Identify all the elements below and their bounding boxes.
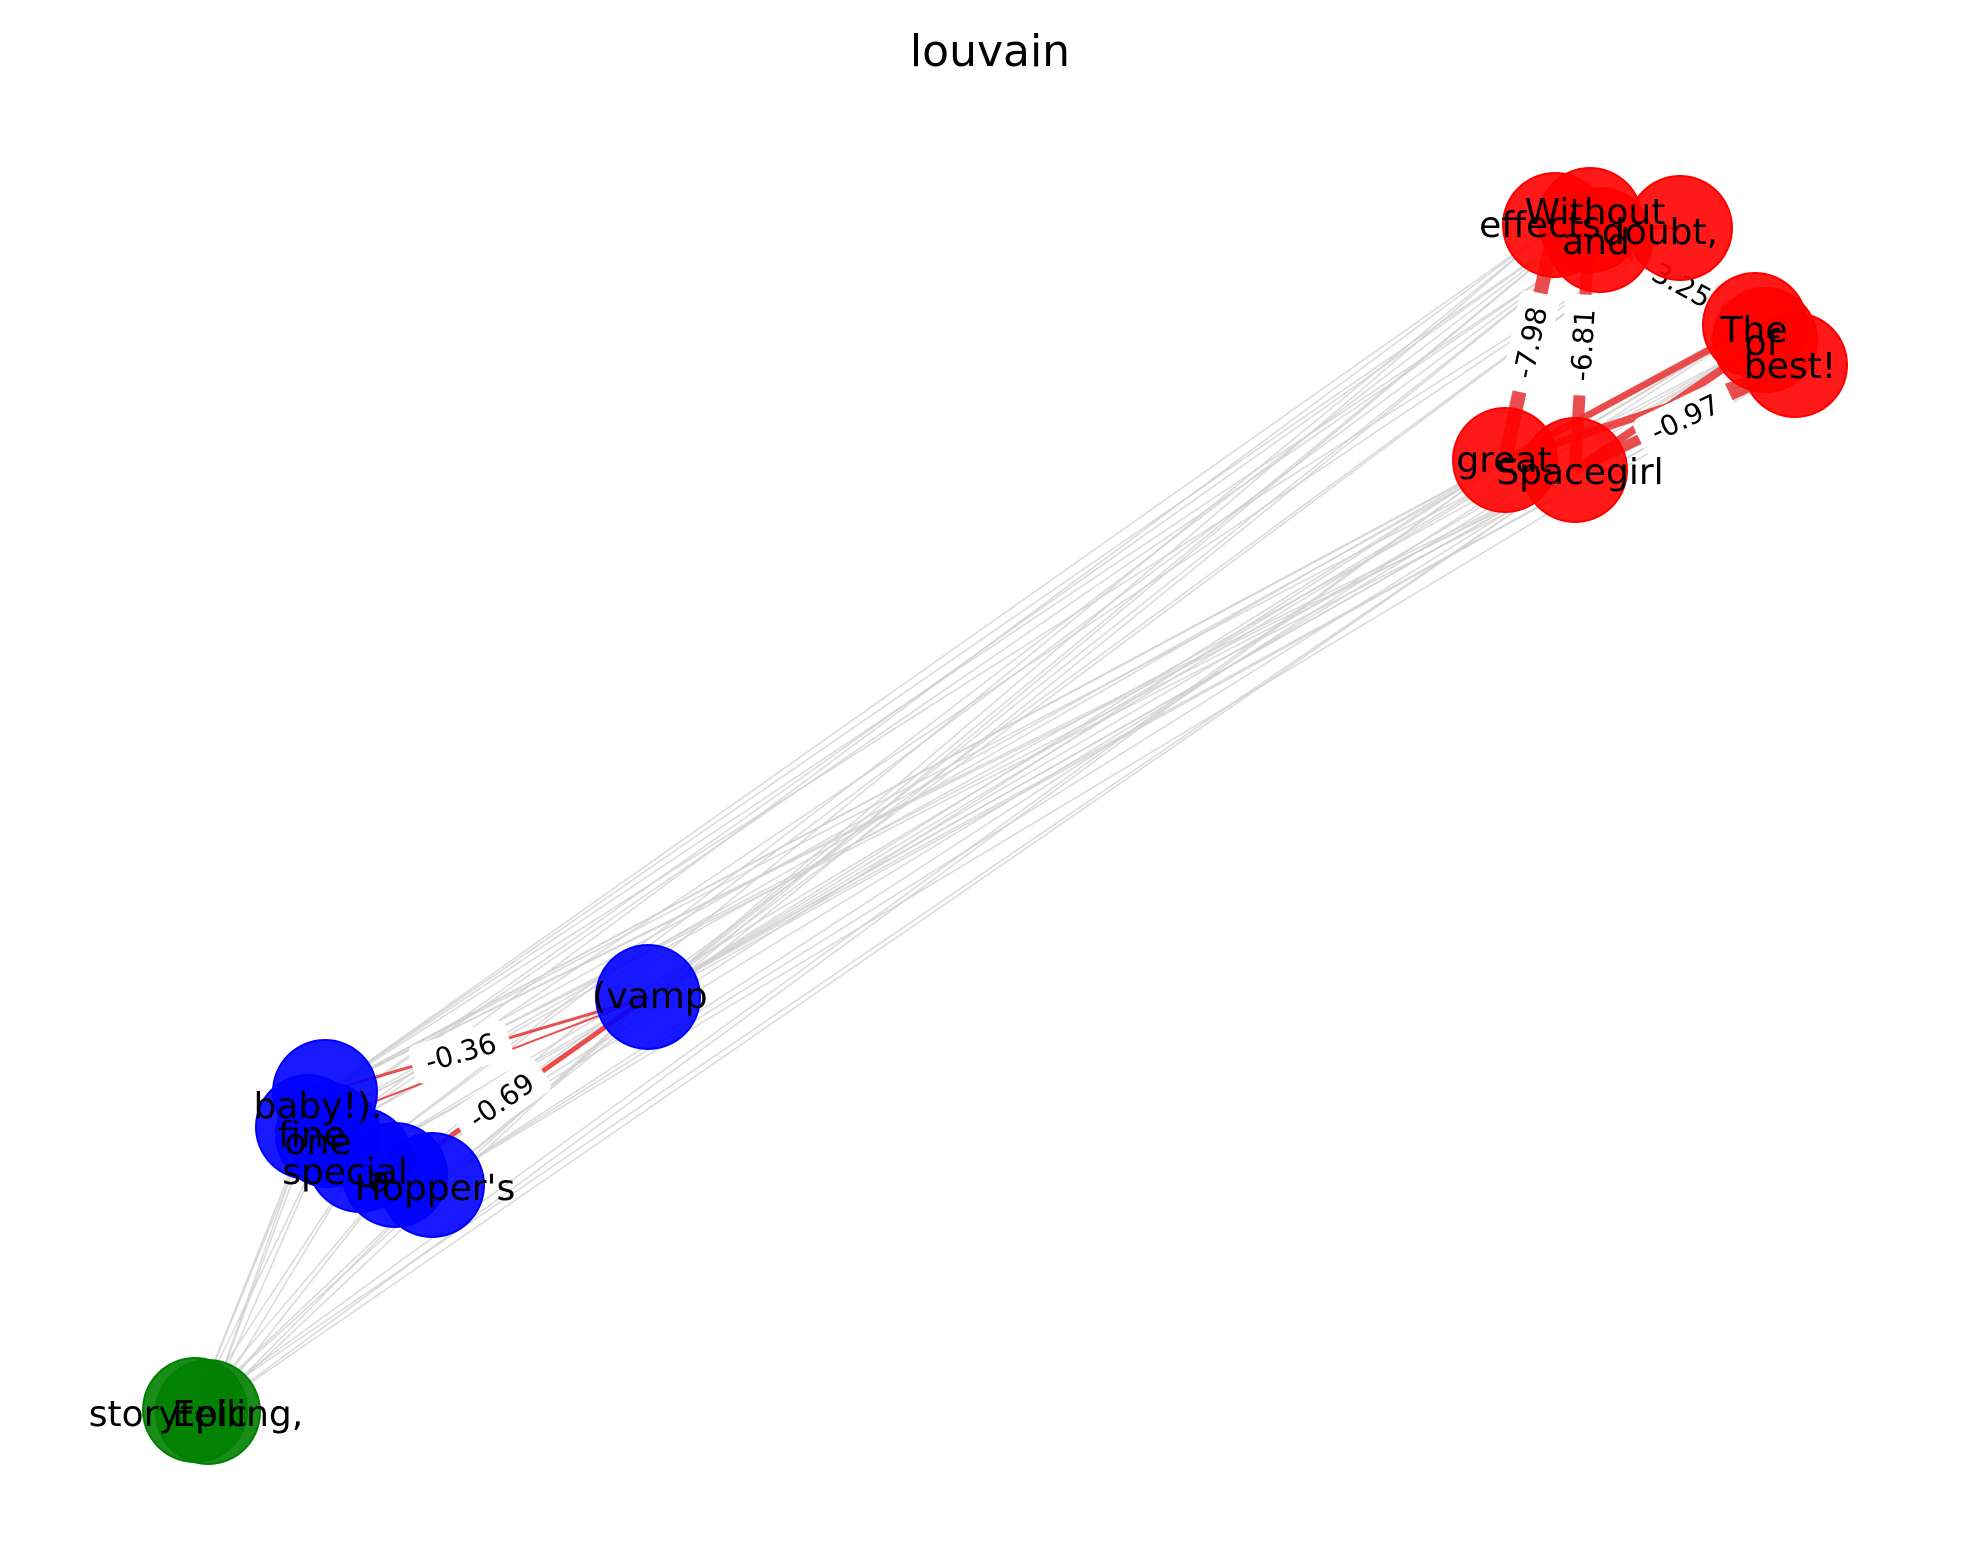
graph-title: louvain: [910, 26, 1070, 77]
inter-edge-4: [431, 219, 1591, 1186]
inter-edge-49: [194, 459, 1506, 1411]
node-label-one: one: [285, 1122, 352, 1163]
edge-label-box: [1633, 380, 1737, 455]
inter-edge-38: [307, 469, 1576, 1128]
inter-edge-5: [647, 224, 1556, 998]
node-vamp: [595, 944, 701, 1050]
edge-label-box: [1559, 293, 1606, 397]
inter-edge-57: [207, 469, 1576, 1413]
inter-edge-16: [327, 227, 1681, 1136]
inter-edge-15: [324, 227, 1681, 1093]
node-label-hopper-s: Hopper's: [355, 1168, 515, 1209]
node-without: [1537, 167, 1643, 273]
node-label-storytelling: storytelling,: [89, 1394, 303, 1435]
node-label-doubt: doubt,: [1602, 212, 1718, 253]
inter-edge-39: [359, 469, 1576, 1161]
node-label-great: great: [1456, 440, 1551, 481]
inter-edge-11: [307, 239, 1601, 1128]
inter-edge-6: [324, 224, 1556, 1093]
node-label-the: The: [1720, 310, 1788, 351]
graph-nodes: [142, 167, 1848, 1465]
node-label-a: a: [369, 1160, 391, 1201]
node-baby: [272, 1039, 378, 1145]
inter-edge-0: [647, 219, 1591, 998]
inter-edge-1: [324, 219, 1591, 1093]
inter-edge-13: [431, 239, 1601, 1186]
edge-label-text: -6.81: [1564, 308, 1601, 382]
inter-edge-37: [324, 469, 1576, 1093]
node-label-epic: Epic: [172, 1394, 247, 1435]
inter-edge-3: [359, 219, 1591, 1161]
inter-edge-33: [324, 459, 1506, 1093]
node-label-effects: effects: [1479, 205, 1601, 246]
inter-edge-35: [394, 459, 1506, 1176]
edge-label-box: [408, 1020, 513, 1084]
node-label-without: Without: [1525, 192, 1666, 233]
node-label-and: and: [1562, 222, 1630, 263]
node-label-fine: fine: [278, 1115, 346, 1156]
inter-edge-12: [359, 239, 1601, 1161]
node-storytelling: [142, 1357, 248, 1463]
node-great: [1452, 407, 1558, 513]
node-label-baby: baby!).: [254, 1086, 383, 1127]
edge-label-text: -7.98: [1507, 304, 1554, 382]
edge-label-6-81: -6.81: [1559, 293, 1606, 397]
node-label-of: of: [1745, 323, 1781, 364]
inter-edge-58: [207, 459, 1506, 1413]
inter-edge-10: [324, 239, 1601, 1093]
node-the: [1702, 272, 1808, 378]
edge-label-box: [451, 1057, 551, 1143]
node-label-spacegirl: Spacegirl: [1496, 452, 1663, 493]
node-label-vamp: (vamp: [592, 976, 707, 1017]
edge-label-box: [1501, 290, 1559, 395]
node-label-best: best!: [1744, 346, 1836, 387]
node-label-special: special: [282, 1152, 408, 1193]
